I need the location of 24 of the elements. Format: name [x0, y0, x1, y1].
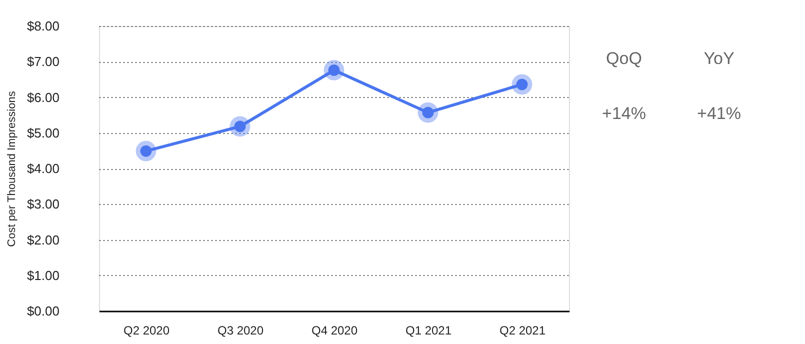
x-tick-label: Q3 2020	[217, 324, 264, 338]
text: QoQ	[606, 49, 642, 68]
text: +41%	[697, 104, 741, 123]
text: +14%	[602, 104, 646, 123]
y-tick-label: $5.00	[26, 125, 60, 140]
y-tick-label: $4.00	[26, 161, 60, 176]
point	[512, 74, 532, 95]
point	[230, 116, 250, 137]
text: YoY	[704, 49, 734, 68]
y-tick-label: $0.00	[26, 304, 60, 318]
x-tick-label: Q2 2020	[123, 324, 170, 338]
point	[136, 140, 156, 162]
y-tick-label: $7.00	[26, 54, 60, 70]
x-tick-label: Q1 2021	[405, 324, 452, 338]
x-tick-label: Q4 2020	[311, 324, 358, 338]
y-tick-label: $1.00	[26, 268, 60, 283]
x-tick-label: Q2 2021	[499, 324, 546, 338]
y-tick-label: $2.00	[26, 232, 60, 248]
y-axis-title: Cost per Thousand Impressions	[6, 90, 18, 247]
point	[418, 102, 438, 123]
y-tick-label: $3.00	[26, 196, 60, 212]
y-tick-label: $8.00	[26, 18, 60, 34]
point	[324, 60, 344, 80]
y-tick-label: $6.00	[26, 90, 60, 105]
